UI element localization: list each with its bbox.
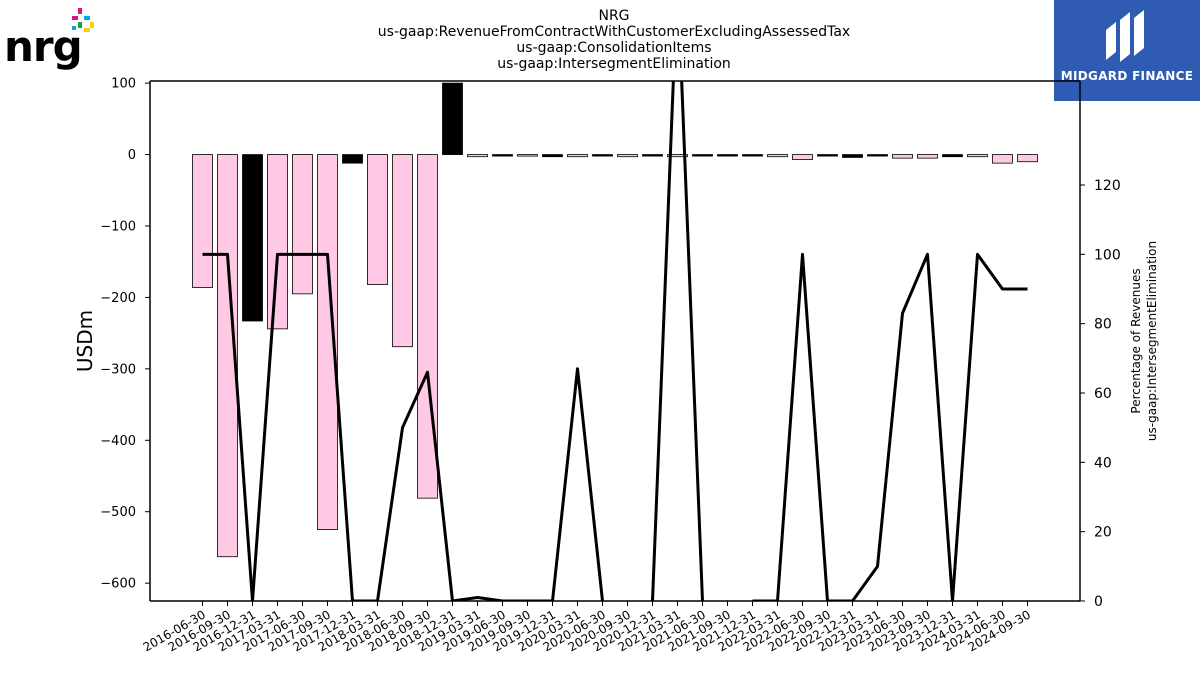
bar xyxy=(492,154,513,157)
nrg-logo-text: nrg xyxy=(4,22,83,71)
brand-name: MIDGARD FINANCE xyxy=(1060,69,1194,83)
chart-title: NRGus-gaap:RevenueFromContractWithCustom… xyxy=(378,8,850,72)
y-right-tick-label: 120 xyxy=(1094,178,1121,194)
y-tick-label: −500 xyxy=(100,505,136,520)
bars xyxy=(192,82,1038,558)
bar xyxy=(867,154,888,157)
bar xyxy=(667,154,688,158)
bar xyxy=(842,154,863,158)
nrg-pinwheel-icon xyxy=(72,8,94,32)
bar xyxy=(617,154,638,158)
axes xyxy=(149,80,1081,602)
y-axis-right-label: Percentage of Revenues us-gaap:Intersegme… xyxy=(1129,241,1159,441)
bar xyxy=(517,154,538,157)
percentage-line-segment xyxy=(752,252,1028,601)
percentage-line xyxy=(202,81,1028,601)
y-tick-label: −600 xyxy=(100,577,136,592)
title-line: us-gaap:ConsolidationItems xyxy=(516,40,711,56)
percentage-line-segment xyxy=(651,81,704,601)
bar xyxy=(467,154,488,158)
y-axis-left: 100 0 −100 −200 −300 −400 −500 −600 xyxy=(100,77,150,592)
bar xyxy=(642,154,663,157)
midgard-brand: MIDGARD FINANCE xyxy=(1054,0,1200,101)
bar xyxy=(892,154,913,159)
midgard-logo-icon xyxy=(1106,10,1144,62)
bar xyxy=(792,154,813,160)
title-line: NRG xyxy=(598,8,629,24)
bar xyxy=(967,154,988,158)
bar xyxy=(742,154,763,157)
bar xyxy=(692,154,713,157)
bar xyxy=(567,154,588,158)
bar xyxy=(442,82,463,155)
bar xyxy=(192,154,213,288)
bar xyxy=(1017,154,1038,163)
bar xyxy=(292,154,313,295)
bar xyxy=(992,154,1013,164)
y-right-tick-label: 0 xyxy=(1094,594,1103,610)
x-axis: 2016-06-302016-09-302016-12-312017-03-31… xyxy=(141,601,1033,654)
bar xyxy=(342,154,363,164)
bar xyxy=(767,154,788,158)
y-axis-right: 0 20 40 60 80 100 120 xyxy=(1080,178,1121,610)
y-tick-label: 100 xyxy=(111,77,136,92)
title-line: us-gaap:IntersegmentElimination xyxy=(497,56,731,72)
bar xyxy=(367,154,388,285)
bar xyxy=(592,154,613,157)
bar xyxy=(917,154,938,159)
y-tick-label: −400 xyxy=(100,434,136,449)
title-line: us-gaap:RevenueFromContractWithCustomerE… xyxy=(378,24,850,40)
bar xyxy=(242,154,263,322)
bar xyxy=(942,154,963,158)
bar xyxy=(817,154,838,157)
y-tick-label: 0 xyxy=(128,148,136,163)
y-tick-label: −200 xyxy=(100,291,136,306)
bar xyxy=(542,154,563,158)
y-right-tick-label: 40 xyxy=(1094,455,1112,471)
y-right-tick-label: 60 xyxy=(1094,386,1112,402)
y-right-label-line: Percentage of Revenues xyxy=(1129,268,1143,413)
y-right-tick-label: 20 xyxy=(1094,525,1112,541)
percentage-line-segment xyxy=(202,252,604,601)
bar xyxy=(267,154,288,330)
bar xyxy=(317,154,338,530)
y-tick-label: −300 xyxy=(100,362,136,377)
nrg-logo: nrg xyxy=(4,4,104,74)
y-right-tick-label: 80 xyxy=(1094,317,1112,333)
bar xyxy=(392,154,413,348)
y-right-label-line: us-gaap:IntersegmentElimination xyxy=(1145,241,1159,441)
y-tick-label: −100 xyxy=(100,220,136,235)
y-axis-label: USDm xyxy=(73,310,97,372)
y-right-tick-label: 100 xyxy=(1094,247,1121,263)
bar xyxy=(717,154,738,157)
